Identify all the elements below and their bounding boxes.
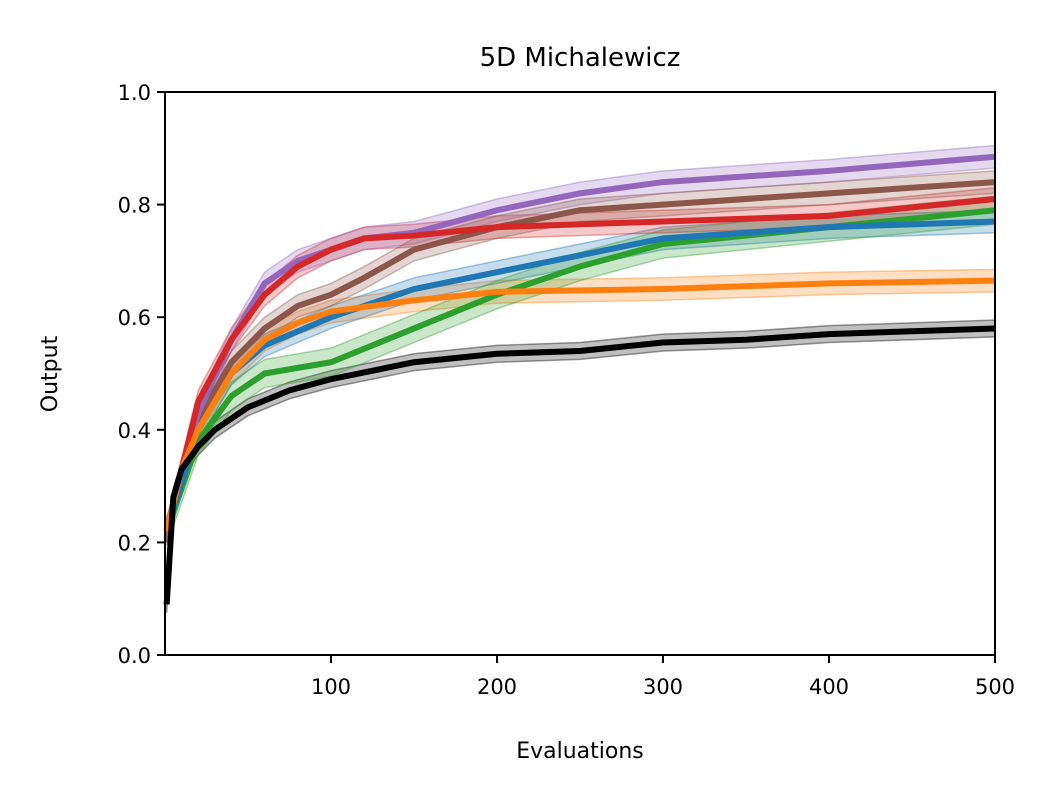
- x-tick-label: 400: [809, 675, 849, 699]
- x-tick-label: 100: [311, 675, 351, 699]
- x-tick-label: 200: [477, 675, 517, 699]
- y-tick-label: 0.0: [118, 644, 151, 668]
- y-axis-label: Output: [38, 335, 63, 412]
- y-tick-label: 0.2: [118, 531, 151, 555]
- y-tick-label: 1.0: [118, 81, 151, 105]
- ticks: 100 200 300 400 500 0.0 0.2 0.4 0.6 0.8 1.0: [118, 81, 1015, 699]
- line-orange: [163, 277, 996, 532]
- chart-title: 5D Michalewicz: [480, 43, 681, 73]
- x-axis-label: Evaluations: [516, 739, 644, 764]
- y-tick-label: 0.6: [118, 306, 151, 330]
- x-tick-label: 500: [975, 675, 1015, 699]
- y-tick-label: 0.4: [118, 419, 151, 443]
- line-green: [163, 207, 996, 533]
- series-lines: [163, 153, 996, 605]
- line-brown: [163, 179, 996, 532]
- line-red: [163, 195, 996, 532]
- line-black: [163, 325, 996, 605]
- plot-frame: [164, 91, 996, 656]
- x-tick-label: 300: [643, 675, 683, 699]
- bands: [165, 144, 996, 613]
- y-tick-label: 0.8: [118, 194, 151, 218]
